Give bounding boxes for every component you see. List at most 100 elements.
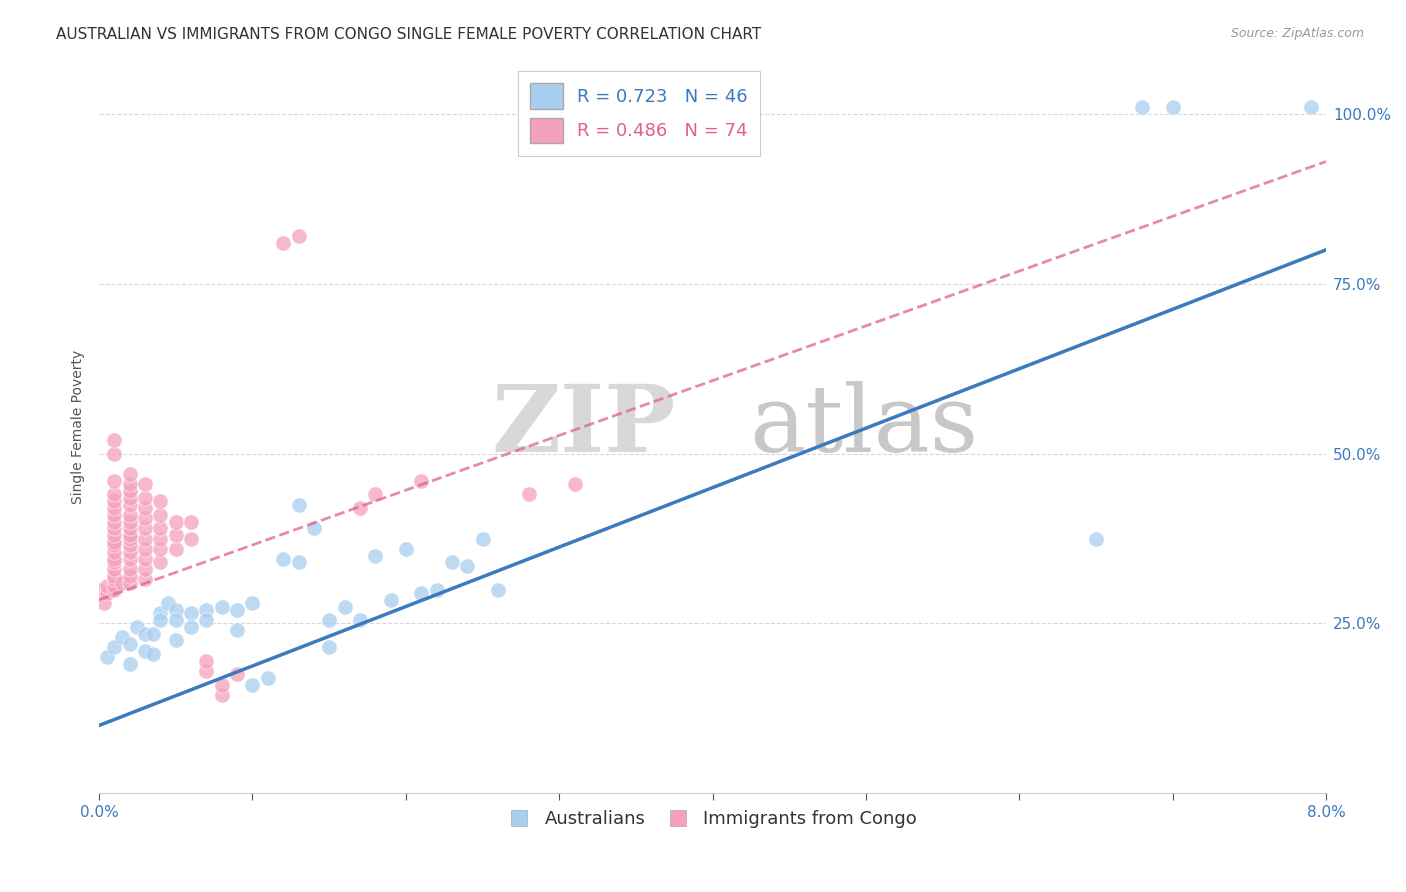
Point <box>349 613 371 627</box>
Point <box>134 532 156 546</box>
Point <box>134 562 156 576</box>
Point <box>180 607 202 621</box>
Point <box>134 626 156 640</box>
Point <box>103 508 125 522</box>
Point <box>149 613 172 627</box>
Text: ZIP: ZIP <box>492 382 676 472</box>
Point <box>103 555 125 569</box>
Point <box>364 487 387 501</box>
Point <box>118 637 141 651</box>
Point <box>118 552 141 566</box>
Point <box>287 229 309 244</box>
Point <box>149 555 172 569</box>
Point <box>211 599 233 614</box>
Point <box>195 654 218 668</box>
Point <box>103 572 125 586</box>
Point <box>564 477 586 491</box>
Point <box>103 562 125 576</box>
Point <box>134 541 156 556</box>
Point <box>195 613 218 627</box>
Point <box>195 603 218 617</box>
Point <box>134 477 156 491</box>
Point <box>486 582 509 597</box>
Point <box>103 433 125 447</box>
Point <box>287 498 309 512</box>
Point <box>103 487 125 501</box>
Point <box>271 235 294 250</box>
Point <box>118 508 141 522</box>
Point <box>211 688 233 702</box>
Point <box>134 501 156 516</box>
Point <box>165 515 187 529</box>
Point <box>118 562 141 576</box>
Point <box>165 528 187 542</box>
Point <box>411 474 433 488</box>
Point <box>242 596 264 610</box>
Point <box>226 603 249 617</box>
Point <box>134 572 156 586</box>
Point <box>1299 100 1322 114</box>
Point <box>118 477 141 491</box>
Point <box>118 657 141 672</box>
Point <box>103 535 125 549</box>
Point <box>149 607 172 621</box>
Point <box>1130 100 1153 114</box>
Point <box>318 613 340 627</box>
Point <box>226 667 249 681</box>
Text: AUSTRALIAN VS IMMIGRANTS FROM CONGO SINGLE FEMALE POVERTY CORRELATION CHART: AUSTRALIAN VS IMMIGRANTS FROM CONGO SING… <box>56 27 762 42</box>
Point <box>1085 532 1108 546</box>
Point <box>271 552 294 566</box>
Point <box>318 640 340 655</box>
Point <box>134 521 156 535</box>
Point <box>93 596 115 610</box>
Point <box>165 541 187 556</box>
Point <box>157 596 180 610</box>
Y-axis label: Single Female Poverty: Single Female Poverty <box>72 350 86 504</box>
Point <box>517 487 540 501</box>
Point <box>103 579 125 593</box>
Point <box>103 521 125 535</box>
Point <box>302 521 325 535</box>
Point <box>1161 100 1184 114</box>
Point <box>118 575 141 590</box>
Point <box>127 620 149 634</box>
Point <box>118 528 141 542</box>
Point <box>118 532 141 546</box>
Point <box>149 521 172 535</box>
Point <box>242 678 264 692</box>
Point <box>118 521 141 535</box>
Point <box>103 640 125 655</box>
Point <box>134 552 156 566</box>
Point <box>440 555 463 569</box>
Point <box>103 501 125 516</box>
Point <box>180 620 202 634</box>
Point <box>118 491 141 505</box>
Point <box>134 491 156 505</box>
Point <box>111 630 134 644</box>
Point <box>103 474 125 488</box>
Point <box>195 664 218 678</box>
Point <box>149 508 172 522</box>
Point <box>118 498 141 512</box>
Point <box>149 532 172 546</box>
Point <box>134 643 156 657</box>
Point <box>96 579 118 593</box>
Point <box>118 467 141 481</box>
Point <box>89 582 111 597</box>
Point <box>333 599 356 614</box>
Point <box>165 613 187 627</box>
Point <box>411 586 433 600</box>
Point <box>211 678 233 692</box>
Point <box>118 545 141 559</box>
Point <box>103 447 125 461</box>
Point <box>142 647 165 661</box>
Point <box>118 569 141 583</box>
Point <box>103 545 125 559</box>
Point <box>364 549 387 563</box>
Point <box>149 494 172 508</box>
Point <box>96 650 118 665</box>
Point <box>180 515 202 529</box>
Point <box>380 592 402 607</box>
Point <box>96 586 118 600</box>
Text: Source: ZipAtlas.com: Source: ZipAtlas.com <box>1230 27 1364 40</box>
